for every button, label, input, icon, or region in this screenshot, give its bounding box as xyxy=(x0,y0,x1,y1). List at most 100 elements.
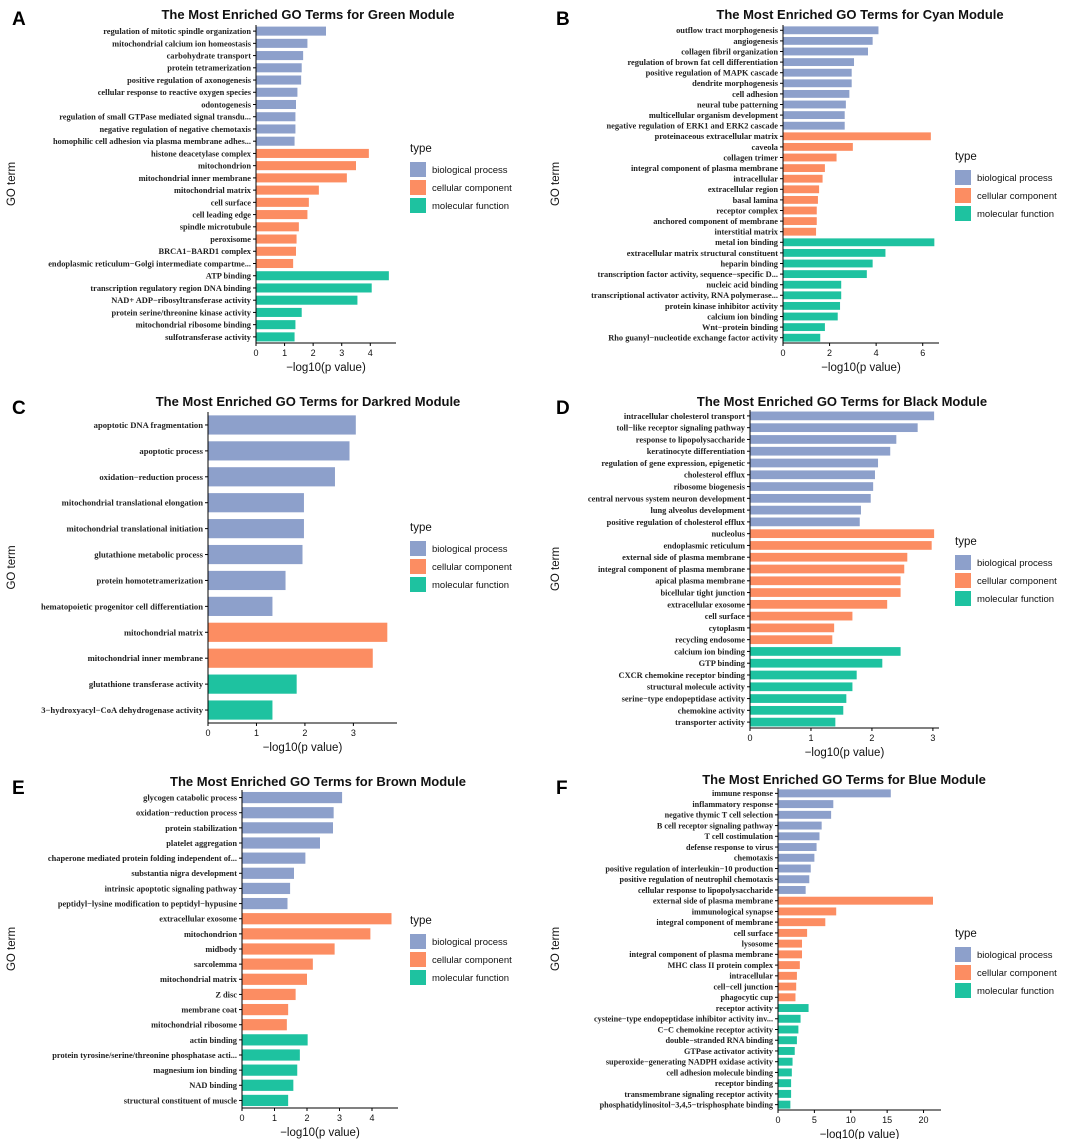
bar xyxy=(783,111,845,120)
category-label: protein kinase inhibitor activity xyxy=(665,302,779,311)
bar xyxy=(778,800,834,809)
x-tick-label: 0 xyxy=(253,348,258,358)
legend-label: biological process xyxy=(432,544,508,555)
category-label: transporter activity xyxy=(675,718,746,727)
category-label: transcription regulatory region DNA bind… xyxy=(90,284,251,293)
bar xyxy=(750,446,891,456)
legend-swatch xyxy=(955,170,971,185)
category-label: cholesterol efflux xyxy=(684,471,746,480)
category-label: cellular response to reactive oxygen spe… xyxy=(98,88,252,97)
legend-swatch xyxy=(410,559,426,574)
category-label: protein tyrosine/serine/threonine phosph… xyxy=(52,1051,237,1060)
category-label: inflammatory response xyxy=(692,800,773,809)
category-label: regulation of gene expression, epigeneti… xyxy=(601,459,745,468)
bar xyxy=(208,700,273,720)
category-label: nucleic acid binding xyxy=(706,281,778,290)
category-label: transcription factor activity, sequence−… xyxy=(598,270,778,279)
chart-title: The Most Enriched GO Terms for Green Mod… xyxy=(161,7,454,22)
bar xyxy=(256,210,308,220)
category-label: intrinsic apoptotic signaling pathway xyxy=(105,884,238,893)
category-label: protein serine/threonine kinase activity xyxy=(112,308,252,317)
bar xyxy=(778,918,826,927)
category-label: cell adhesion molecule binding xyxy=(666,1068,774,1077)
bar xyxy=(783,174,823,183)
bar xyxy=(256,332,295,342)
category-label: metal ion binding xyxy=(715,238,779,247)
bar xyxy=(783,195,818,204)
category-label: histone deacetylase complex xyxy=(151,149,252,158)
bar xyxy=(242,943,335,955)
bar xyxy=(256,258,294,269)
bar xyxy=(783,270,867,279)
bar xyxy=(778,1100,791,1109)
legend-swatch xyxy=(955,573,971,588)
category-label: endoplasmic reticulum xyxy=(663,541,745,550)
bar xyxy=(783,89,850,98)
legend-label: biological process xyxy=(977,950,1053,961)
panel-f: F The Most Enriched GO Terms for Blue Mod… xyxy=(550,772,1057,1139)
bar xyxy=(256,124,296,134)
bar xyxy=(778,928,808,937)
category-label: integral component of plasma membrane xyxy=(598,565,745,574)
x-tick-label: 3 xyxy=(337,1113,342,1123)
bar xyxy=(256,99,296,110)
bar xyxy=(256,307,302,317)
bar xyxy=(256,136,295,146)
x-tick-label: 0 xyxy=(780,348,785,358)
category-label: angiogenesis xyxy=(733,37,778,46)
y-axis-title: GO term xyxy=(550,927,562,971)
legend-label: cellular component xyxy=(977,968,1057,979)
bar xyxy=(256,148,369,158)
bar xyxy=(256,63,302,73)
category-label: peroxisome xyxy=(210,235,251,244)
bar xyxy=(208,570,286,591)
bar xyxy=(778,1014,801,1023)
category-label: apoptotic process xyxy=(139,446,203,456)
bar xyxy=(750,423,918,433)
category-label: defense response to virus xyxy=(686,843,773,852)
x-tick-label: 1 xyxy=(272,1113,277,1123)
bar xyxy=(242,988,296,1001)
category-label: serine−type endopeptidase activity xyxy=(622,694,746,703)
bar xyxy=(256,283,372,293)
category-label: GTP binding xyxy=(699,659,746,668)
bar xyxy=(208,596,273,616)
category-label: intracellular cholesterol transport xyxy=(624,412,745,421)
category-label: positive regulation of axonogenesis xyxy=(127,76,252,85)
bar xyxy=(256,87,298,97)
category-label: sarcolemma xyxy=(194,960,238,969)
category-label: mitochondrial translational elongation xyxy=(62,498,204,508)
category-label: cell surface xyxy=(705,612,746,621)
category-label: cell surface xyxy=(734,929,774,938)
x-tick-label: 2 xyxy=(869,733,874,743)
bar xyxy=(242,1064,298,1076)
bar xyxy=(208,674,297,694)
bar xyxy=(242,867,294,879)
bar xyxy=(750,694,847,703)
bar xyxy=(750,588,901,597)
legend-swatch xyxy=(955,965,971,980)
x-axis-title: −log10(p value) xyxy=(821,362,901,374)
category-label: recycling endosome xyxy=(675,636,745,645)
bar xyxy=(783,227,817,236)
category-label: mitochondrial ribosome xyxy=(151,1021,237,1030)
legend-label: molecular function xyxy=(977,594,1054,605)
bar xyxy=(750,635,833,645)
bar xyxy=(256,271,389,281)
bar xyxy=(783,323,825,332)
legend-title: type xyxy=(955,151,977,163)
bar xyxy=(256,320,296,330)
legend-swatch xyxy=(955,591,971,606)
category-label: platelet aggregation xyxy=(166,839,237,848)
category-label: immune response xyxy=(712,789,773,798)
bar xyxy=(256,161,356,171)
bar xyxy=(242,1079,294,1091)
category-label: dendrite morphogenesis xyxy=(692,79,779,88)
bar xyxy=(778,853,815,862)
legend-swatch xyxy=(955,947,971,962)
category-label: intracellular xyxy=(729,972,773,981)
category-label: receptor complex xyxy=(716,206,779,215)
bar xyxy=(242,1094,289,1107)
bar xyxy=(256,197,309,207)
category-label: double−stranded RNA binding xyxy=(665,1036,773,1045)
